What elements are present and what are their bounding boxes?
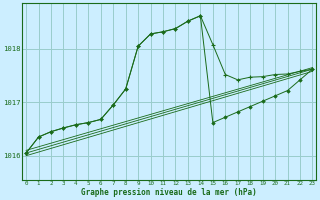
X-axis label: Graphe pression niveau de la mer (hPa): Graphe pression niveau de la mer (hPa) [81, 188, 257, 197]
